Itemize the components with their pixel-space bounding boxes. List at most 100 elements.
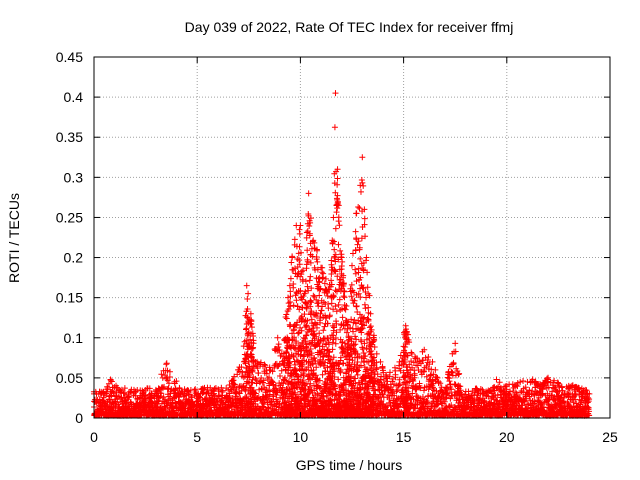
data-point bbox=[315, 299, 322, 306]
data-point bbox=[316, 286, 323, 293]
data-point bbox=[313, 296, 320, 303]
data-point bbox=[313, 324, 320, 331]
data-point bbox=[333, 308, 340, 315]
data-point bbox=[263, 370, 270, 377]
data-point bbox=[230, 384, 237, 391]
data-point bbox=[307, 215, 314, 222]
data-point bbox=[301, 311, 308, 318]
data-point bbox=[126, 393, 133, 400]
data-point bbox=[250, 337, 257, 344]
data-point bbox=[341, 288, 348, 295]
data-point bbox=[320, 353, 327, 360]
data-point bbox=[295, 270, 302, 277]
data-point bbox=[255, 370, 262, 377]
data-point bbox=[308, 308, 315, 315]
data-point bbox=[276, 347, 283, 354]
data-point bbox=[334, 273, 341, 280]
data-point bbox=[300, 372, 307, 379]
data-point bbox=[313, 256, 320, 263]
data-point bbox=[104, 385, 111, 392]
data-point bbox=[340, 360, 347, 367]
data-point bbox=[115, 393, 122, 400]
data-point bbox=[337, 366, 344, 373]
data-point bbox=[293, 394, 300, 401]
data-point bbox=[321, 323, 328, 330]
data-point bbox=[293, 297, 300, 304]
data-point bbox=[297, 273, 304, 280]
data-point bbox=[331, 254, 338, 261]
data-point bbox=[158, 390, 165, 397]
data-point bbox=[335, 376, 342, 383]
data-point bbox=[295, 330, 302, 337]
data-point bbox=[311, 239, 318, 246]
data-point bbox=[293, 338, 300, 345]
data-point bbox=[343, 329, 350, 336]
data-point bbox=[305, 287, 312, 294]
data-point bbox=[307, 273, 314, 280]
data-point bbox=[238, 364, 245, 371]
data-point bbox=[332, 225, 339, 232]
data-point bbox=[330, 306, 337, 313]
data-point bbox=[322, 359, 329, 366]
data-point bbox=[320, 327, 327, 334]
data-point bbox=[329, 377, 336, 384]
data-point bbox=[231, 373, 238, 380]
data-point bbox=[314, 396, 321, 403]
data-point bbox=[278, 367, 285, 374]
data-point bbox=[305, 351, 312, 358]
data-point bbox=[312, 372, 319, 379]
data-point bbox=[311, 293, 318, 300]
data-point bbox=[336, 296, 343, 303]
data-point bbox=[158, 371, 165, 378]
data-point bbox=[313, 313, 320, 320]
data-point bbox=[303, 322, 310, 329]
data-point bbox=[335, 214, 342, 221]
data-point bbox=[341, 340, 348, 347]
data-point bbox=[334, 175, 341, 182]
data-point bbox=[332, 335, 339, 342]
data-point bbox=[331, 374, 338, 381]
data-point bbox=[332, 340, 339, 347]
data-point bbox=[302, 278, 309, 285]
data-point bbox=[249, 367, 256, 374]
data-point bbox=[281, 376, 288, 383]
data-point bbox=[115, 401, 122, 408]
data-point bbox=[330, 293, 337, 300]
data-point bbox=[298, 268, 305, 275]
data-point bbox=[323, 290, 330, 297]
data-point bbox=[312, 358, 319, 365]
data-point bbox=[245, 359, 252, 366]
data-point bbox=[340, 272, 347, 279]
data-point bbox=[304, 317, 311, 324]
data-point bbox=[244, 296, 251, 303]
data-point bbox=[335, 241, 342, 248]
data-point bbox=[316, 292, 323, 299]
data-point bbox=[337, 247, 344, 254]
data-point bbox=[306, 230, 313, 237]
data-point bbox=[287, 302, 294, 309]
data-point bbox=[317, 385, 324, 392]
data-point bbox=[146, 385, 153, 392]
data-point bbox=[244, 306, 251, 313]
data-point bbox=[317, 361, 324, 368]
data-point bbox=[304, 247, 311, 254]
data-point bbox=[308, 299, 315, 306]
data-point bbox=[303, 234, 310, 241]
data-point bbox=[317, 349, 324, 356]
data-point bbox=[298, 271, 305, 278]
data-point bbox=[289, 330, 296, 337]
data-point bbox=[164, 377, 171, 384]
data-point bbox=[266, 374, 273, 381]
data-point bbox=[247, 350, 254, 357]
data-point bbox=[340, 293, 347, 300]
data-point bbox=[219, 387, 226, 394]
data-point bbox=[291, 334, 298, 341]
data-point bbox=[286, 364, 293, 371]
data-point bbox=[317, 314, 324, 321]
data-point bbox=[276, 361, 283, 368]
data-point bbox=[103, 402, 110, 409]
data-point bbox=[249, 376, 256, 383]
data-point bbox=[303, 344, 310, 351]
data-point bbox=[299, 361, 306, 368]
data-point bbox=[319, 303, 326, 310]
